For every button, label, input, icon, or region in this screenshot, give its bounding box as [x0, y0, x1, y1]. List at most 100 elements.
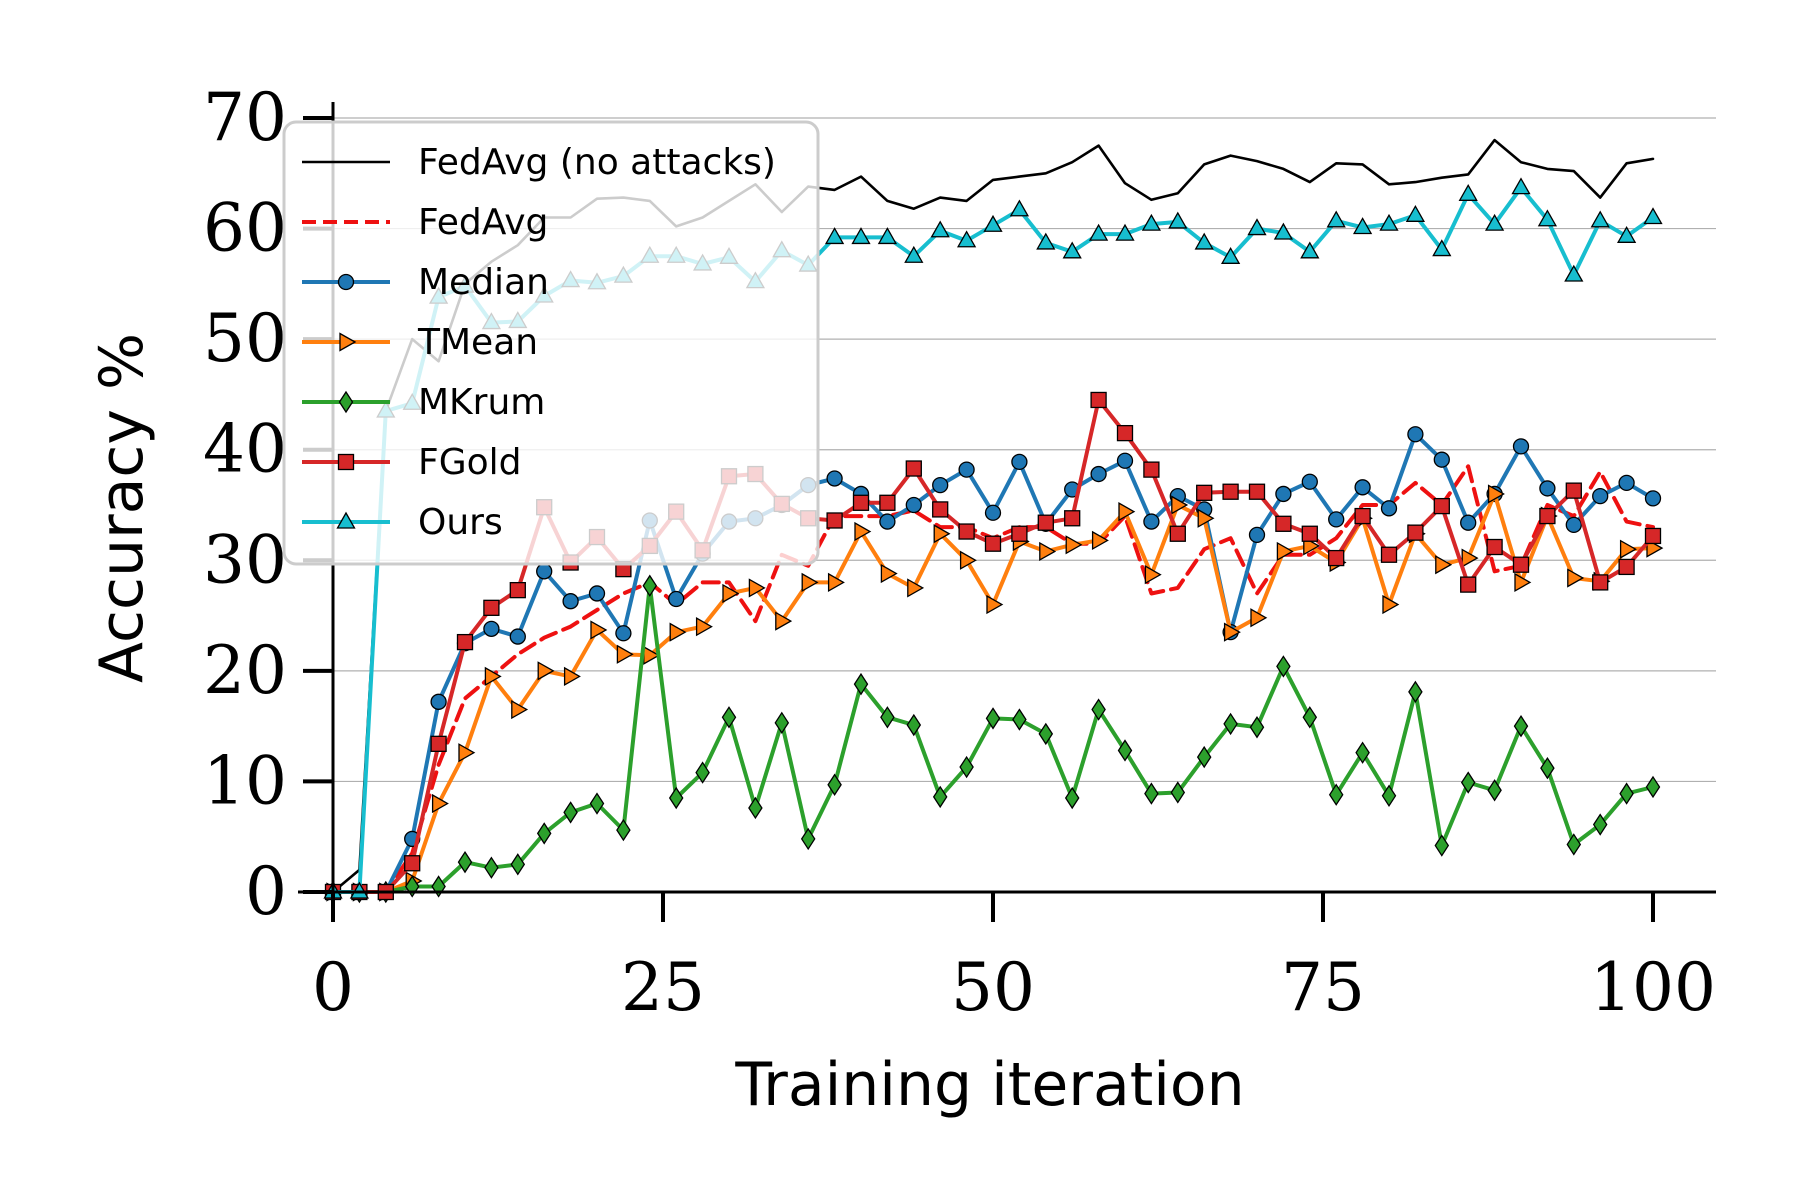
y-tick-label: 60: [203, 190, 287, 267]
data-point: [1618, 558, 1635, 576]
data-point: [853, 672, 869, 696]
data-point: [458, 743, 476, 763]
data-point: [1223, 712, 1238, 736]
data-point: [1196, 484, 1213, 501]
data-point: [1011, 453, 1028, 471]
data-point: [1143, 513, 1160, 530]
data-point: [1434, 834, 1450, 857]
data-point: [1248, 483, 1266, 500]
data-point: [905, 460, 922, 477]
legend-entry: TMean: [302, 322, 538, 363]
data-point: [824, 227, 845, 245]
data-point: [1408, 680, 1423, 704]
data-point: [1435, 555, 1453, 575]
data-point: [1064, 786, 1080, 810]
x-tick-label: 25: [621, 949, 705, 1026]
data-point: [1037, 514, 1054, 531]
data-point: [668, 590, 685, 608]
data-point: [563, 801, 578, 824]
data-point: [1407, 524, 1424, 541]
y-axis-title: Accuracy %: [87, 333, 157, 683]
data-point: [563, 666, 581, 687]
data-point: [1564, 264, 1584, 282]
data-point: [880, 563, 898, 584]
legend-swatch-marker: [337, 273, 355, 291]
series-mkrum: [325, 574, 1661, 904]
legend-label: Median: [418, 262, 549, 303]
y-tick-label: 20: [203, 632, 287, 709]
data-point: [1513, 714, 1529, 738]
data-point: [826, 512, 843, 529]
data-point: [1115, 223, 1135, 241]
data-point: [906, 713, 922, 737]
data-point: [695, 761, 710, 784]
data-point: [430, 735, 447, 752]
data-point: [958, 461, 975, 478]
data-point: [1302, 706, 1318, 729]
x-tick-label: 50: [951, 949, 1035, 1026]
series-median: [324, 426, 1662, 901]
data-point: [985, 707, 1001, 730]
data-point: [1326, 210, 1346, 228]
data-point: [1011, 525, 1028, 542]
data-point: [774, 711, 790, 735]
legend-swatch-marker: [336, 511, 356, 529]
data-point: [930, 220, 950, 238]
data-point: [1250, 608, 1268, 628]
data-point: [1143, 461, 1160, 478]
data-point: [1461, 548, 1479, 568]
data-point: [879, 494, 896, 511]
data-point: [933, 524, 951, 544]
data-point: [509, 628, 526, 645]
data-point: [1484, 213, 1505, 231]
data-point: [1090, 465, 1107, 483]
data-point: [775, 611, 793, 631]
data-point: [1065, 535, 1083, 555]
data-point: [1380, 546, 1398, 563]
data-point: [1222, 483, 1239, 500]
data-point: [616, 818, 631, 842]
data-point: [983, 214, 1003, 232]
data-point: [1117, 739, 1133, 762]
data-point: [1567, 568, 1585, 588]
data-point: [590, 620, 608, 640]
data-point: [1460, 771, 1476, 794]
data-point: [800, 827, 816, 851]
y-tick-label: 50: [203, 300, 287, 377]
data-point: [1644, 490, 1662, 507]
data-point: [905, 496, 922, 514]
data-point: [1247, 218, 1267, 236]
data-point: [748, 796, 763, 820]
data-point: [1328, 549, 1345, 567]
data-point: [1039, 541, 1057, 562]
data-point: [1328, 783, 1344, 806]
legend-entry: Ours: [302, 502, 503, 543]
data-point: [431, 793, 449, 814]
data-point: [1144, 565, 1162, 585]
legend-label: Ours: [418, 502, 503, 543]
data-point: [1565, 516, 1582, 534]
y-tick-label: 70: [203, 79, 287, 156]
legend-label: FGold: [418, 442, 521, 483]
data-point: [484, 666, 502, 687]
data-point: [1276, 541, 1294, 562]
data-point: [1487, 484, 1505, 504]
legend-entry: FedAvg: [302, 202, 548, 243]
data-point: [1171, 495, 1189, 515]
data-point: [1381, 784, 1397, 807]
data-point: [589, 792, 605, 815]
data-point: [827, 572, 845, 593]
data-point: [1144, 782, 1159, 805]
data-point: [879, 513, 896, 530]
data-point: [1511, 177, 1531, 195]
data-point: [1220, 247, 1241, 264]
data-point: [852, 494, 870, 511]
data-point: [1616, 225, 1637, 243]
data-point: [956, 230, 977, 248]
data-point: [1354, 507, 1371, 525]
data-point: [1645, 775, 1661, 799]
legend-entry: FGold: [302, 442, 521, 483]
series-line: [331, 583, 1655, 894]
data-point: [1460, 576, 1477, 593]
data-point: [826, 470, 843, 487]
